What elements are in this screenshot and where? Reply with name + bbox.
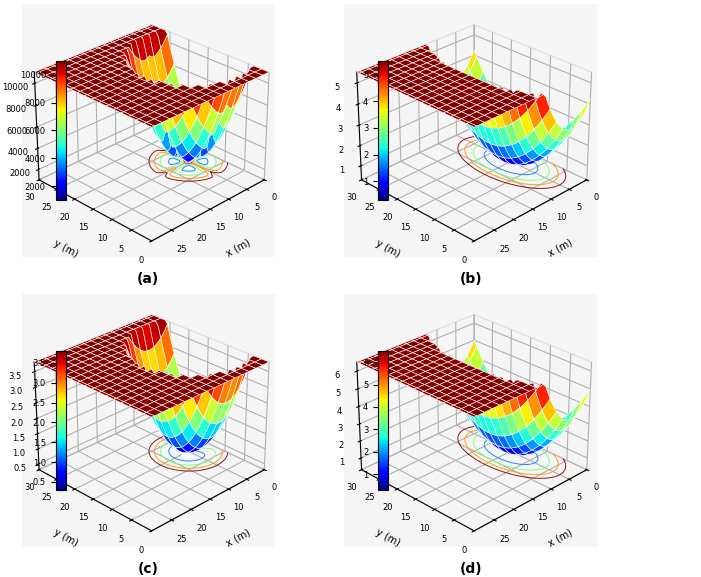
X-axis label: x (m): x (m) — [547, 527, 574, 549]
Text: (d): (d) — [459, 562, 482, 576]
Y-axis label: y (m): y (m) — [374, 238, 402, 259]
Text: (a): (a) — [137, 272, 159, 286]
Y-axis label: y (m): y (m) — [52, 527, 79, 549]
X-axis label: x (m): x (m) — [547, 238, 574, 259]
X-axis label: x (m): x (m) — [224, 527, 252, 549]
Text: (b): (b) — [459, 272, 482, 286]
Text: (c): (c) — [138, 562, 158, 576]
Y-axis label: y (m): y (m) — [52, 238, 79, 259]
Y-axis label: y (m): y (m) — [374, 527, 402, 549]
X-axis label: x (m): x (m) — [224, 238, 252, 259]
